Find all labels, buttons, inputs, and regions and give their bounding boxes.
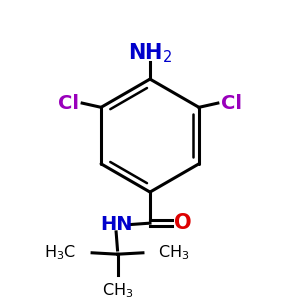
Text: Cl: Cl: [58, 94, 79, 112]
Text: O: O: [174, 213, 191, 233]
Text: Cl: Cl: [221, 94, 242, 112]
Text: CH$_3$: CH$_3$: [158, 243, 190, 262]
Text: NH$_2$: NH$_2$: [128, 42, 172, 65]
Text: HN: HN: [100, 215, 132, 234]
Text: H$_3$C: H$_3$C: [44, 243, 76, 262]
Text: CH$_3$: CH$_3$: [102, 281, 133, 300]
